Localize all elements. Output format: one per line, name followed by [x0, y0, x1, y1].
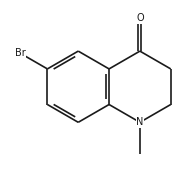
Text: O: O [136, 13, 144, 23]
Text: N: N [136, 117, 144, 127]
Text: Br: Br [15, 48, 26, 58]
